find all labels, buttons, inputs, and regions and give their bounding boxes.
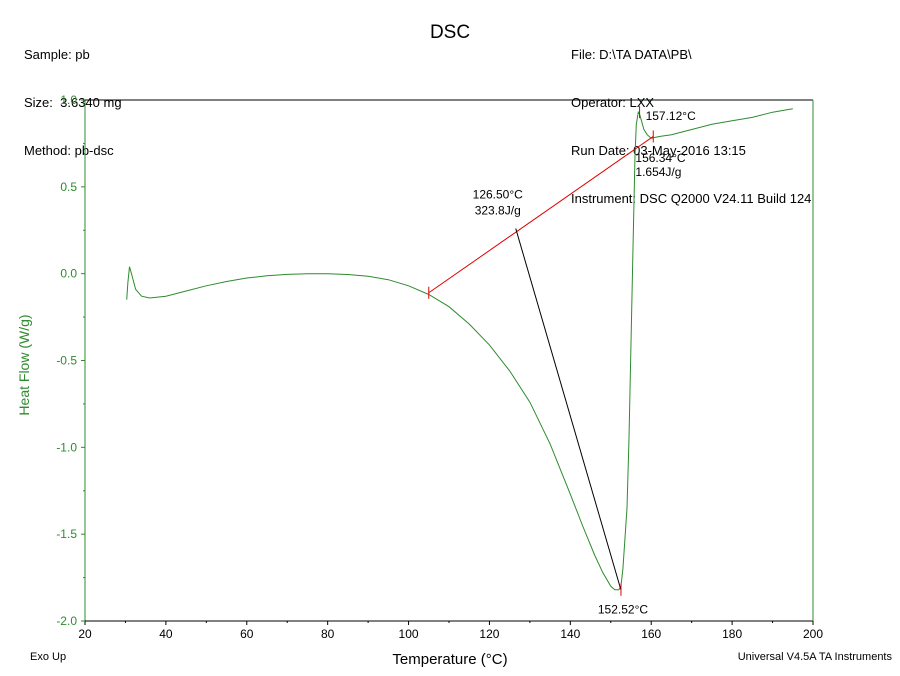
annotation-label: 152.52°C xyxy=(598,603,649,617)
integration-baseline xyxy=(428,136,654,294)
exo-up-note: Exo Up xyxy=(30,651,67,663)
annotation-label: 126.50°C xyxy=(473,188,524,202)
y-tick-label: -0.5 xyxy=(56,354,77,368)
x-axis-label: Temperature (°C) xyxy=(392,651,508,668)
x-tick-label: 20 xyxy=(78,627,92,641)
y-tick-label: 0.5 xyxy=(60,180,77,194)
x-tick-label: 140 xyxy=(560,627,580,641)
sample-method: Method: pb-dsc xyxy=(24,143,114,158)
heat-flow-curve xyxy=(126,108,793,591)
software-version: Universal V4.5A TA Instruments xyxy=(737,651,892,663)
y-tick-label: -1.0 xyxy=(56,440,77,454)
y-tick-label: 0.0 xyxy=(60,267,77,281)
x-tick-label: 80 xyxy=(321,627,335,641)
annotation-label: 157.12°C xyxy=(646,109,697,123)
instrument: Instrument: DSC Q2000 V24.11 Build 124 xyxy=(571,191,812,206)
x-tick-label: 120 xyxy=(479,627,499,641)
chart-title: DSC xyxy=(429,22,471,43)
run-info: File: D:\TA DATA\PB\ Operator: LXX Run D… xyxy=(571,15,811,223)
x-tick-label: 40 xyxy=(159,627,173,641)
analysis-line xyxy=(515,228,622,590)
x-tick-label: 160 xyxy=(641,627,661,641)
x-tick-label: 60 xyxy=(240,627,254,641)
x-tick-label: 100 xyxy=(399,627,419,641)
sample-name: Sample: pb xyxy=(24,47,90,62)
operator: Operator: LXX xyxy=(571,95,655,110)
y-tick-label: -2.0 xyxy=(56,614,77,628)
file-path: File: D:\TA DATA\PB\ xyxy=(571,47,692,62)
x-tick-label: 200 xyxy=(803,627,823,641)
sample-info: Sample: pb Size: 3.6340 mg Method: pb-ds… xyxy=(24,15,122,175)
annotation-label: 156.34°C xyxy=(635,151,686,165)
sample-size: Size: 3.6340 mg xyxy=(24,95,122,110)
annotation-label: 323.8J/g xyxy=(475,204,521,218)
x-tick-label: 180 xyxy=(722,627,742,641)
y-tick-label: -1.5 xyxy=(56,527,77,541)
annotation-label: 1.654J/g xyxy=(635,165,681,179)
y-tick-label: 1.0 xyxy=(60,93,77,107)
run-date: Run Date: 03-May-2016 13:15 xyxy=(571,143,746,158)
